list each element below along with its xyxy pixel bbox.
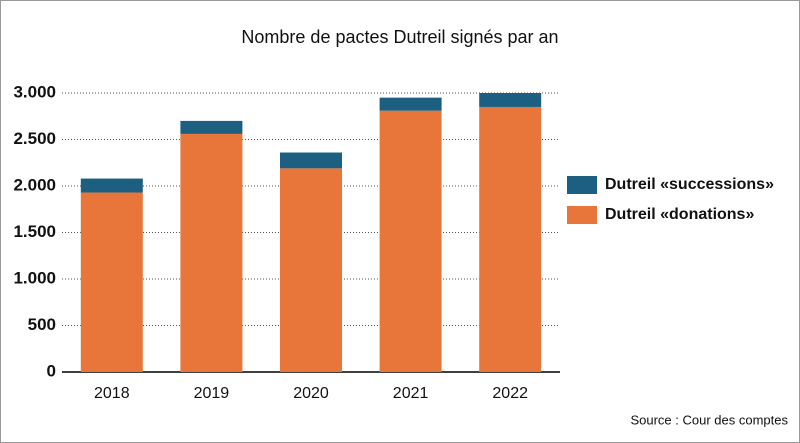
y-tick-label: 3.000 <box>13 82 56 101</box>
chart-title: Nombre de pactes Dutreil signés par an <box>241 27 558 47</box>
x-tick-label: 2018 <box>94 385 130 402</box>
bar-segment <box>280 168 342 372</box>
legend-swatch <box>567 176 597 194</box>
bar-segment <box>180 120 243 134</box>
y-tick-label: 1.000 <box>13 268 56 287</box>
bar-segment <box>80 192 143 372</box>
bar-segment <box>280 152 342 169</box>
bar-segment <box>479 106 542 372</box>
y-tick-label: 1.500 <box>13 222 56 241</box>
legend-label: Dutreil «donations» <box>605 206 754 223</box>
bar-segment <box>379 110 442 373</box>
x-tick-label: 2019 <box>194 385 230 402</box>
legend-swatch <box>567 206 597 224</box>
bar-segment <box>379 97 442 111</box>
x-tick-label: 2020 <box>293 385 329 402</box>
bar-segment <box>479 93 542 107</box>
x-tick-label: 2021 <box>393 385 429 402</box>
y-tick-label: 500 <box>28 315 56 334</box>
x-tick-label: 2022 <box>492 385 528 402</box>
source: Source : Cour des comptes <box>630 412 788 427</box>
y-tick-label: 0 <box>47 361 56 380</box>
y-tick-label: 2.000 <box>13 175 56 194</box>
y-tick-label: 2.500 <box>13 129 56 148</box>
legend-label: Dutreil «successions» <box>605 176 774 193</box>
bar-segment <box>180 133 243 372</box>
bar-segment <box>80 178 143 193</box>
